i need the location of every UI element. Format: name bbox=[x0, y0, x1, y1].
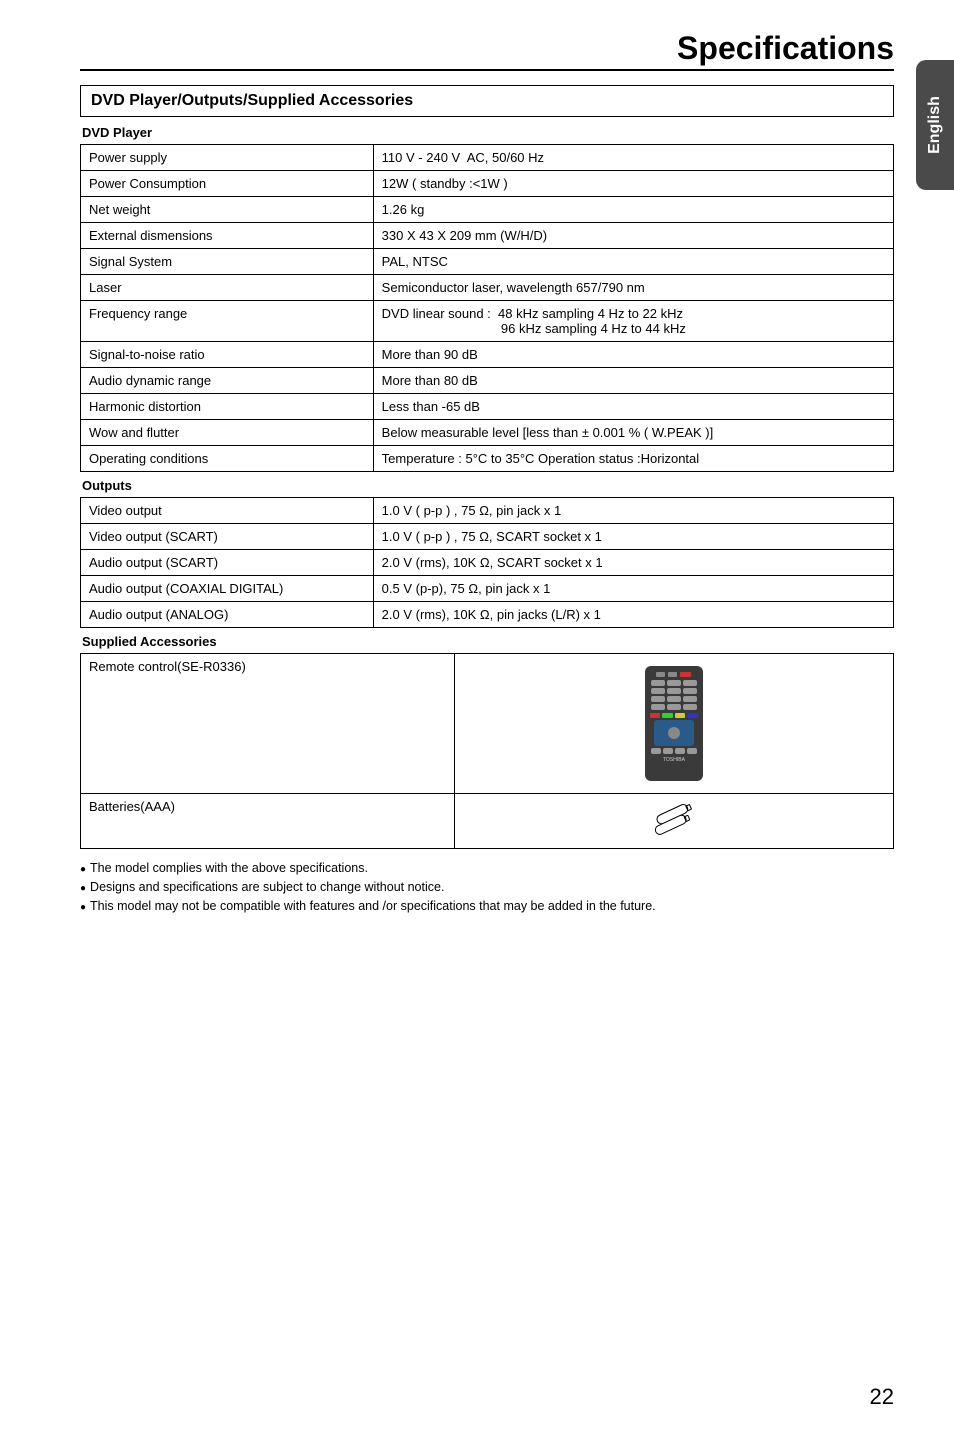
acc-label: Batteries(AAA) bbox=[81, 794, 455, 849]
table-row: Video output1.0 V ( p-p ) , 75 Ω, pin ja… bbox=[81, 498, 894, 524]
dvd-player-label: DVD Player bbox=[82, 125, 894, 140]
acc-label: Remote control(SE-R0336) bbox=[81, 654, 455, 794]
table-row: Audio output (ANALOG)2.0 V (rms), 10K Ω,… bbox=[81, 602, 894, 628]
spec-key: Power Consumption bbox=[81, 171, 374, 197]
page-title: Specifications bbox=[80, 30, 894, 69]
note-text: The model complies with the above specif… bbox=[90, 859, 368, 878]
table-row: Signal SystemPAL, NTSC bbox=[81, 249, 894, 275]
table-row: Power supply110 V - 240 V AC, 50/60 Hz bbox=[81, 145, 894, 171]
spec-value: 330 X 43 X 209 mm (W/H/D) bbox=[373, 223, 893, 249]
remote-icon: TOSHIBA bbox=[645, 666, 703, 781]
spec-value: DVD linear sound : 48 kHz sampling 4 Hz … bbox=[373, 301, 893, 342]
spec-value: Temperature : 5°C to 35°C Operation stat… bbox=[373, 446, 893, 472]
table-row: Remote control(SE-R0336) bbox=[81, 654, 894, 794]
table-row: Audio dynamic rangeMore than 80 dB bbox=[81, 368, 894, 394]
spec-key: Audio output (SCART) bbox=[81, 550, 374, 576]
spec-value: 1.0 V ( p-p ) , 75 Ω, pin jack x 1 bbox=[373, 498, 893, 524]
page-content: Specifications DVD Player/Outputs/Suppli… bbox=[0, 0, 954, 945]
battery-icon bbox=[649, 800, 698, 839]
spec-key: Harmonic distortion bbox=[81, 394, 374, 420]
spec-value: PAL, NTSC bbox=[373, 249, 893, 275]
table-row: LaserSemiconductor laser, wavelength 657… bbox=[81, 275, 894, 301]
outputs-table: Video output1.0 V ( p-p ) , 75 Ω, pin ja… bbox=[80, 497, 894, 628]
table-row: Harmonic distortionLess than -65 dB bbox=[81, 394, 894, 420]
spec-key: Signal-to-noise ratio bbox=[81, 342, 374, 368]
accessories-label: Supplied Accessories bbox=[82, 634, 894, 649]
spec-value: Below measurable level [less than ± 0.00… bbox=[373, 420, 893, 446]
bullet-icon: ● bbox=[80, 862, 86, 878]
section-header: DVD Player/Outputs/Supplied Accessories bbox=[80, 85, 894, 117]
spec-value: More than 80 dB bbox=[373, 368, 893, 394]
table-row: Signal-to-noise ratioMore than 90 dB bbox=[81, 342, 894, 368]
spec-value: 110 V - 240 V AC, 50/60 Hz bbox=[373, 145, 893, 171]
spec-key: Audio dynamic range bbox=[81, 368, 374, 394]
header-area: Specifications bbox=[80, 30, 894, 71]
table-row: Audio output (SCART)2.0 V (rms), 10K Ω, … bbox=[81, 550, 894, 576]
spec-value: Semiconductor laser, wavelength 657/790 … bbox=[373, 275, 893, 301]
battery-image-cell bbox=[454, 794, 893, 849]
spec-key: Signal System bbox=[81, 249, 374, 275]
spec-value: 12W ( standby :<1W ) bbox=[373, 171, 893, 197]
dvd-player-table: Power supply110 V - 240 V AC, 50/60 HzPo… bbox=[80, 144, 894, 472]
spec-value: 1.0 V ( p-p ) , 75 Ω, SCART socket x 1 bbox=[373, 524, 893, 550]
table-row: Operating conditionsTemperature : 5°C to… bbox=[81, 446, 894, 472]
outputs-label: Outputs bbox=[82, 478, 894, 493]
table-row: Frequency rangeDVD linear sound : 48 kHz… bbox=[81, 301, 894, 342]
spec-key: Laser bbox=[81, 275, 374, 301]
note-text: Designs and specifications are subject t… bbox=[90, 878, 444, 897]
spec-key: Operating conditions bbox=[81, 446, 374, 472]
table-row: Video output (SCART)1.0 V ( p-p ) , 75 Ω… bbox=[81, 524, 894, 550]
spec-key: External dismensions bbox=[81, 223, 374, 249]
accessories-table: Remote control(SE-R0336) bbox=[80, 653, 894, 849]
table-row: Power Consumption12W ( standby :<1W ) bbox=[81, 171, 894, 197]
spec-key: Wow and flutter bbox=[81, 420, 374, 446]
page-number: 22 bbox=[870, 1384, 894, 1410]
spec-value: 0.5 V (p-p), 75 Ω, pin jack x 1 bbox=[373, 576, 893, 602]
spec-value: 2.0 V (rms), 10K Ω, pin jacks (L/R) x 1 bbox=[373, 602, 893, 628]
spec-value: 2.0 V (rms), 10K Ω, SCART socket x 1 bbox=[373, 550, 893, 576]
spec-key: Net weight bbox=[81, 197, 374, 223]
bullet-icon: ● bbox=[80, 900, 86, 916]
spec-value: More than 90 dB bbox=[373, 342, 893, 368]
table-row: Net weight1.26 kg bbox=[81, 197, 894, 223]
table-row: Audio output (COAXIAL DIGITAL)0.5 V (p-p… bbox=[81, 576, 894, 602]
spec-key: Audio output (COAXIAL DIGITAL) bbox=[81, 576, 374, 602]
table-row: Wow and flutterBelow measurable level [l… bbox=[81, 420, 894, 446]
spec-value: Less than -65 dB bbox=[373, 394, 893, 420]
spec-key: Frequency range bbox=[81, 301, 374, 342]
spec-value: 1.26 kg bbox=[373, 197, 893, 223]
table-row: External dismensions330 X 43 X 209 mm (W… bbox=[81, 223, 894, 249]
bullet-icon: ● bbox=[80, 881, 86, 897]
spec-key: Video output bbox=[81, 498, 374, 524]
notes: ●The model complies with the above speci… bbox=[80, 859, 894, 915]
remote-image-cell: TOSHIBA bbox=[454, 654, 893, 794]
spec-key: Power supply bbox=[81, 145, 374, 171]
note-text: This model may not be compatible with fe… bbox=[90, 897, 656, 916]
spec-key: Audio output (ANALOG) bbox=[81, 602, 374, 628]
table-row: Batteries(AAA) bbox=[81, 794, 894, 849]
spec-key: Video output (SCART) bbox=[81, 524, 374, 550]
